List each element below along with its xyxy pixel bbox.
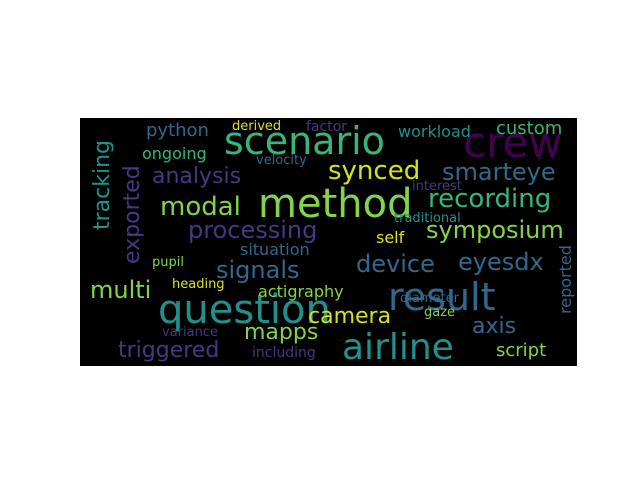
word-heading: heading bbox=[172, 277, 225, 292]
word-scenario: scenario bbox=[224, 119, 385, 163]
word-device: device bbox=[356, 250, 435, 278]
word-airline: airline bbox=[342, 327, 454, 366]
word-tracking: tracking bbox=[90, 139, 115, 230]
word-question: question bbox=[158, 287, 331, 333]
word-interest: interest bbox=[412, 179, 462, 194]
word-traditional: traditional bbox=[394, 211, 461, 226]
word-smarteye: smarteye bbox=[442, 158, 556, 186]
word-python: python bbox=[146, 120, 209, 141]
word-triggered: triggered bbox=[118, 338, 220, 363]
word-method: method bbox=[258, 181, 413, 227]
word-script: script bbox=[496, 340, 547, 361]
word-gaze: gaze bbox=[424, 305, 456, 320]
word-signals: signals bbox=[216, 256, 300, 284]
word-axis: axis bbox=[472, 314, 517, 339]
word-pupil: pupil bbox=[152, 255, 184, 270]
word-exported: exported bbox=[120, 165, 145, 264]
word-diameter: diameter bbox=[400, 291, 459, 306]
word-symposium: symposium bbox=[426, 216, 564, 244]
word-analysis: analysis bbox=[152, 164, 242, 189]
word-factor: factor bbox=[306, 119, 348, 135]
word-custom: custom bbox=[496, 118, 563, 139]
word-eyesdx: eyesdx bbox=[458, 248, 544, 276]
word-camera: camera bbox=[308, 304, 392, 329]
word-result: result bbox=[388, 275, 496, 319]
word-mapps: mapps bbox=[244, 320, 319, 345]
word-including: including bbox=[252, 345, 316, 361]
word-variance: variance bbox=[162, 325, 218, 340]
word-modal: modal bbox=[160, 192, 241, 222]
word-reported: reported bbox=[556, 245, 575, 314]
word-velocity: velocity bbox=[256, 153, 307, 168]
word-cloud: scenario crew method question airline re… bbox=[80, 118, 577, 366]
word-synced: synced bbox=[328, 156, 421, 186]
word-derived: derived bbox=[232, 119, 282, 134]
word-crew: crew bbox=[463, 118, 563, 167]
word-self: self bbox=[376, 228, 405, 247]
word-recording: recording bbox=[428, 184, 552, 214]
word-multi: multi bbox=[90, 276, 152, 304]
word-workload: workload bbox=[398, 122, 471, 141]
word-ongoing: ongoing bbox=[142, 144, 207, 163]
word-processing: processing bbox=[188, 216, 318, 244]
word-actigraphy: actigraphy bbox=[258, 282, 344, 301]
word-situation: situation bbox=[240, 240, 310, 259]
